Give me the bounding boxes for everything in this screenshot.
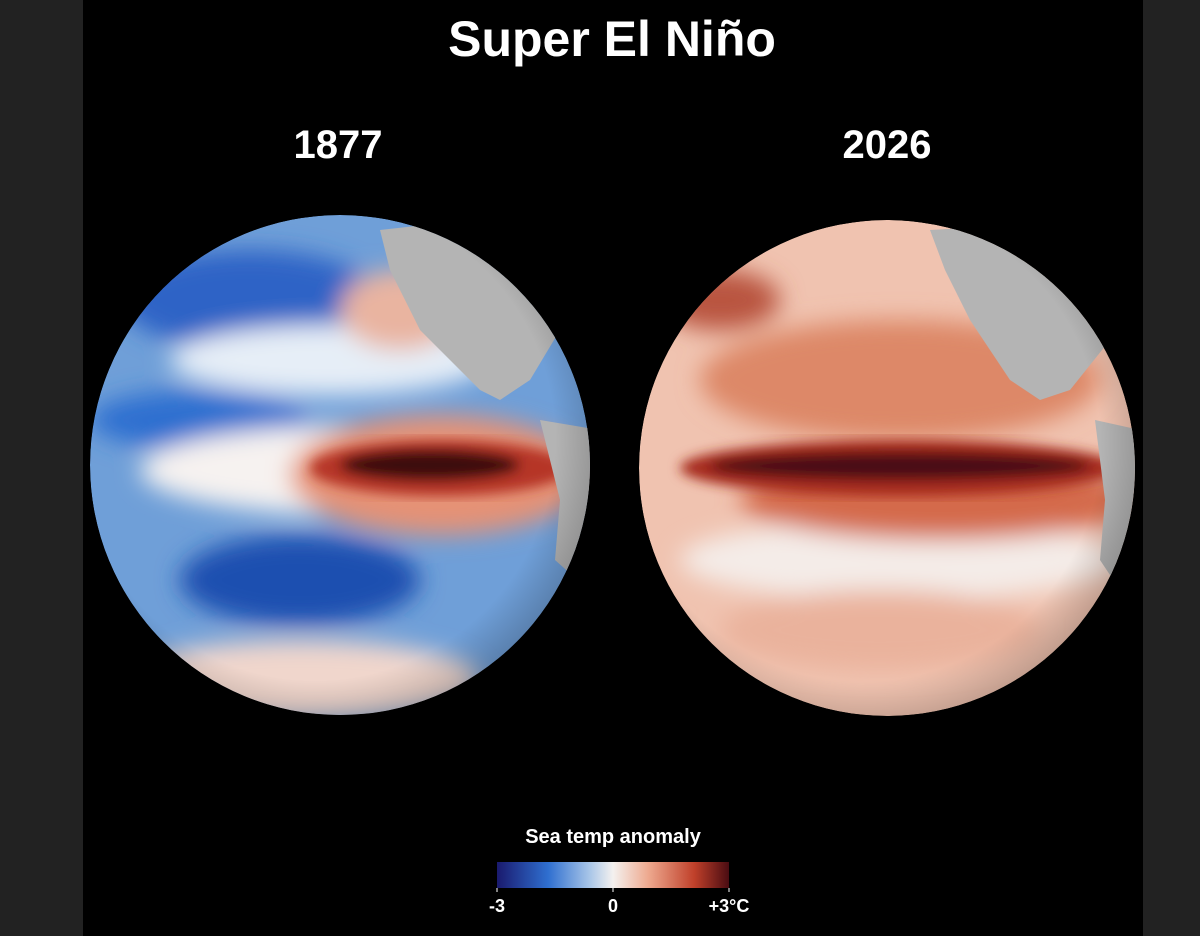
globe-2026 (639, 220, 1135, 716)
title: Super El Niño (448, 11, 776, 67)
panel-label: 1877 (294, 123, 383, 167)
legend-tick-label: 0 (608, 896, 618, 916)
legend-tick-label: +3°C (709, 896, 750, 916)
legend-title: Sea temp anomaly (525, 826, 702, 848)
side-bar (1143, 0, 1200, 936)
globe-1877 (90, 215, 590, 715)
side-bar (0, 0, 83, 936)
colorbar (497, 862, 729, 888)
panel-label: 2026 (843, 123, 932, 167)
legend-tick-label: -3 (489, 896, 505, 916)
